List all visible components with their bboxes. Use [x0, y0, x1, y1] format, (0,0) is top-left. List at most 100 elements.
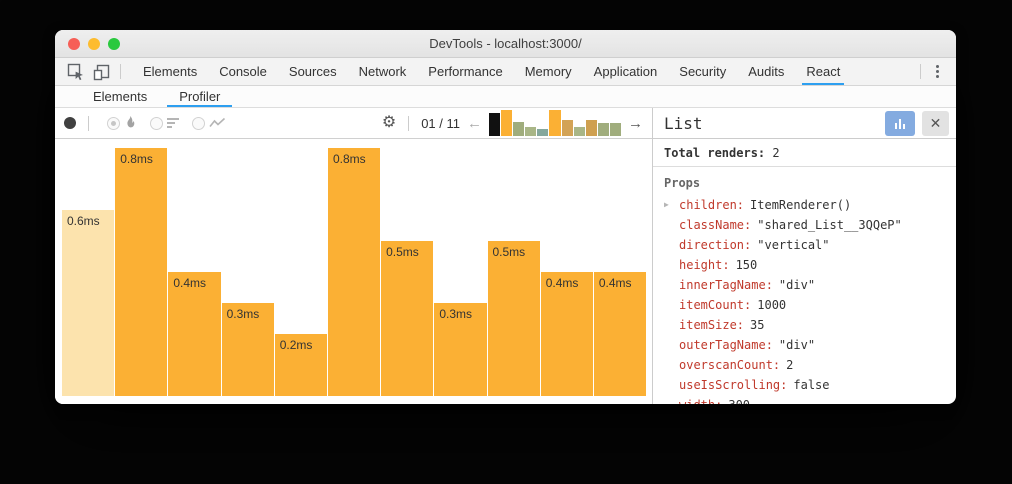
device-toolbar-icon[interactable] — [89, 60, 115, 84]
close-window-button[interactable] — [68, 38, 80, 50]
profiler-bar[interactable]: 0.3ms — [434, 303, 487, 396]
snapshot-bar-3[interactable] — [513, 122, 525, 136]
ranked-radio[interactable] — [150, 116, 163, 130]
profiler-toolbar: ⚙ 01 / 11 ← → — [55, 108, 652, 139]
prop-key: width: — [679, 395, 722, 404]
tab-security[interactable]: Security — [679, 64, 727, 79]
render-chart-button[interactable] — [885, 110, 915, 136]
profiler-pane: ⚙ 01 / 11 ← → 0.6ms 0.8ms 0.4ms 0.3ms 0.2ms 0… — [55, 108, 653, 404]
snapshot-bar-7[interactable] — [561, 120, 573, 136]
snapshot-bar-1-selected[interactable] — [489, 112, 501, 136]
expand-arrow-icon[interactable]: ▶ — [664, 200, 669, 209]
prop-indent — [664, 295, 679, 315]
prop-indent — [664, 235, 679, 255]
tab-console[interactable]: Console — [219, 64, 267, 79]
prop-indent — [664, 215, 679, 235]
tab-audits[interactable]: Audits — [748, 64, 785, 79]
traffic-lights — [68, 38, 120, 50]
bar-duration-label: 0.5ms — [386, 245, 419, 259]
previous-snapshot-icon[interactable]: ← — [467, 114, 482, 132]
prop-value: "shared_List__3QQeP" — [757, 218, 902, 232]
snapshot-bar-9[interactable] — [585, 120, 597, 136]
tab-memory[interactable]: Memory — [524, 64, 572, 79]
snapshot-bar-6[interactable] — [549, 110, 561, 136]
tab-elements[interactable]: Elements — [143, 64, 198, 79]
interactions-radio[interactable] — [192, 116, 205, 130]
profiler-bar[interactable]: 0.3ms — [221, 303, 274, 396]
prop-value: "div" — [778, 278, 816, 292]
tab-network[interactable]: Network — [358, 64, 407, 79]
profiler-bar[interactable]: 0.8ms — [327, 148, 381, 396]
subtab-elements[interactable]: Elements — [93, 89, 148, 104]
prop-value: "vertical" — [757, 238, 830, 252]
tab-performance[interactable]: Performance — [428, 64, 503, 79]
tab-react[interactable]: React — [795, 58, 851, 85]
prop-value: 2 — [786, 358, 794, 372]
toolbar-divider — [120, 64, 121, 79]
profiler-bar[interactable]: 0.4ms — [593, 272, 647, 396]
toolbar-divider — [88, 115, 89, 131]
prop-indent — [664, 275, 679, 295]
prop-row-outerTagName: outerTagName: "div" — [664, 335, 945, 355]
subtab-profiler[interactable]: Profiler — [163, 86, 236, 107]
component-details-pane: List ✕ Total renders: 2 Props ▶ children:… — [653, 108, 956, 404]
prop-key: useIsScrolling: — [679, 378, 788, 392]
title-bar[interactable]: DevTools - localhost:3000/ — [55, 30, 956, 58]
prop-key: direction: — [679, 238, 752, 252]
bar-duration-label: 0.8ms — [120, 152, 153, 166]
bar-duration-label: 0.3ms — [439, 307, 472, 321]
inspect-element-icon[interactable] — [63, 60, 89, 84]
prop-row-children[interactable]: ▶ children: ItemRenderer() — [664, 195, 945, 215]
snapshot-bar-8[interactable] — [573, 126, 585, 136]
props-header: Props — [664, 176, 701, 190]
prop-indent — [664, 355, 679, 375]
bar-duration-label: 0.6ms — [67, 214, 100, 228]
prop-value: 35 — [750, 318, 765, 332]
prop-row-direction: direction: "vertical" — [664, 235, 945, 255]
profiler-bar[interactable]: 0.4ms — [540, 272, 593, 396]
bar-duration-label: 0.5ms — [492, 245, 526, 259]
tab-application[interactable]: Application — [593, 64, 658, 79]
settings-gear-icon[interactable]: ⚙ — [381, 114, 397, 131]
snapshot-bar-2[interactable] — [501, 110, 513, 136]
bar-duration-label: 0.2ms — [279, 338, 313, 352]
tab-sources[interactable]: Sources — [288, 64, 337, 79]
commit-flamegraph-chart: 0.6ms 0.8ms 0.4ms 0.3ms 0.2ms 0.8ms 0.5ms 0.3ms… — [55, 139, 652, 404]
record-icon[interactable] — [64, 117, 76, 129]
prop-key: itemSize: — [679, 318, 745, 332]
ranked-chart-icon — [167, 118, 179, 128]
ranked-view-option[interactable] — [150, 116, 179, 130]
snapshot-bar-5[interactable] — [537, 128, 549, 136]
devtools-tab-bar: Elements Console Sources Network Performance… — [55, 58, 956, 86]
profiler-bar[interactable]: 0.2ms — [274, 334, 327, 396]
prop-row-itemCount: itemCount: 1000 — [664, 295, 945, 315]
profiler-bar[interactable]: 0.8ms — [115, 148, 168, 396]
minimize-window-button[interactable] — [88, 38, 100, 50]
devtools-window: DevTools - localhost:3000/ Elements Conso… — [55, 30, 956, 404]
next-snapshot-icon[interactable]: → — [628, 114, 643, 132]
bar-duration-label: 0.4ms — [598, 276, 632, 290]
bar-duration-label: 0.4ms — [173, 276, 207, 290]
details-header: List ✕ — [653, 108, 956, 139]
profiler-bar[interactable]: 0.5ms — [487, 241, 540, 396]
snapshot-bar-10[interactable] — [597, 123, 609, 136]
prop-value: 1000 — [757, 298, 787, 312]
prop-indent — [664, 335, 679, 355]
snapshot-bar-11[interactable] — [609, 123, 622, 136]
flamegraph-view-option[interactable] — [107, 116, 137, 130]
flamegraph-radio[interactable] — [107, 116, 120, 130]
flame-icon — [127, 116, 135, 128]
profiler-bar[interactable]: 0.6ms — [62, 210, 115, 396]
prop-row-innerTagName: innerTagName: "div" — [664, 275, 945, 295]
prop-indent — [664, 315, 679, 335]
profiler-bar[interactable]: 0.5ms — [381, 241, 434, 396]
props-list: ▶ children: ItemRenderer() className: "share… — [664, 195, 945, 404]
profiler-bar[interactable]: 0.4ms — [168, 272, 221, 396]
close-details-button[interactable]: ✕ — [922, 110, 949, 136]
zoom-window-button[interactable] — [108, 38, 120, 50]
more-options-icon[interactable] — [926, 63, 948, 80]
prop-row-useIsScrolling: useIsScrolling: false — [664, 375, 945, 395]
snapshot-selector-chart[interactable] — [489, 110, 622, 136]
interactions-view-option[interactable] — [192, 116, 226, 130]
snapshot-bar-4[interactable] — [525, 126, 537, 136]
